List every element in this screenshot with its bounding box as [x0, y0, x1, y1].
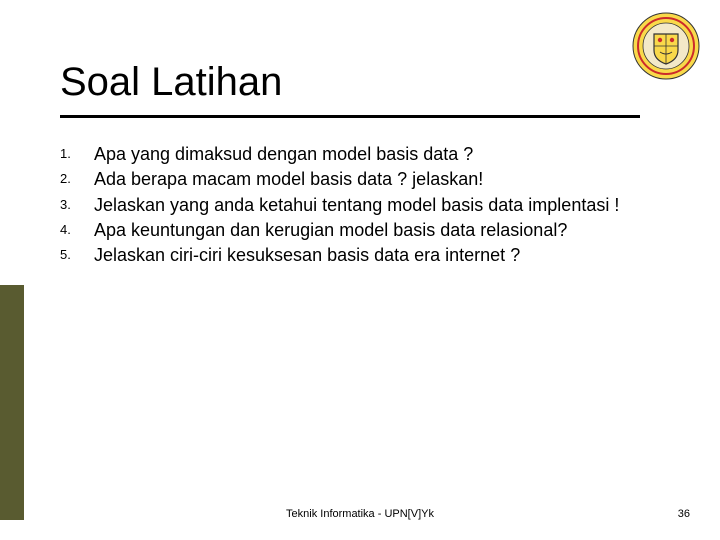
list-item: 1. Apa yang dimaksud dengan model basis …	[60, 142, 680, 166]
list-item-text: Apa keuntungan dan kerugian model basis …	[94, 220, 567, 240]
list-item-number: 2.	[60, 170, 71, 188]
page-title: Soal Latihan	[60, 60, 680, 105]
list-item-text: Jelaskan yang anda ketahui tentang model…	[94, 195, 619, 215]
slide: Soal Latihan 1. Apa yang dimaksud dengan…	[0, 0, 720, 540]
list-item-number: 3.	[60, 196, 71, 214]
list-item-text: Ada berapa macam model basis data ? jela…	[94, 169, 483, 189]
list-item: 5. Jelaskan ciri-ciri kesuksesan basis d…	[60, 243, 680, 267]
list-item-text: Apa yang dimaksud dengan model basis dat…	[94, 144, 473, 164]
list-item: 3. Jelaskan yang anda ketahui tentang mo…	[60, 193, 680, 217]
list-item-number: 5.	[60, 246, 71, 264]
list-item-number: 1.	[60, 145, 71, 163]
list-item: 4. Apa keuntungan dan kerugian model bas…	[60, 218, 680, 242]
list-item: 2. Ada berapa macam model basis data ? j…	[60, 167, 680, 191]
university-logo	[632, 12, 700, 80]
left-accent-bar	[0, 285, 24, 520]
title-underline	[60, 115, 640, 118]
list-item-number: 4.	[60, 221, 71, 239]
list-item-text: Jelaskan ciri-ciri kesuksesan basis data…	[94, 245, 520, 265]
footer-text: Teknik Informatika - UPN[V]Yk	[0, 508, 720, 520]
question-list: 1. Apa yang dimaksud dengan model basis …	[60, 142, 680, 267]
page-number: 36	[678, 508, 690, 520]
